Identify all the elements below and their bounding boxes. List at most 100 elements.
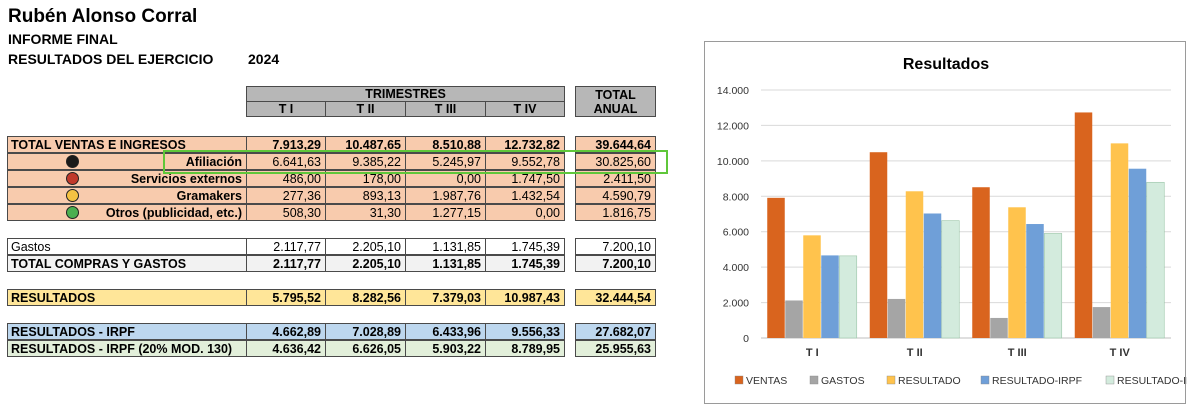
otros-total: 1.816,75 bbox=[575, 204, 656, 221]
report-owner-name: Rubén Alonso Corral bbox=[8, 6, 198, 27]
legend-label-resultado: RESULTADO bbox=[898, 375, 961, 387]
irpf-value-q3: 6.433,96 bbox=[405, 323, 486, 340]
ventas-value-q3: 8.510,88 bbox=[405, 136, 486, 153]
afiliacion-value-q3: 5.245,97 bbox=[405, 153, 486, 170]
legend-label-resultado-irpf20: RESULTADO-IRPF20 bbox=[1117, 375, 1187, 387]
gramakers-label: Gramakers bbox=[7, 187, 247, 204]
afiliacion-total: 30.825,60 bbox=[575, 153, 656, 170]
irpf-total: 27.682,07 bbox=[575, 323, 656, 340]
irpf-value-q4: 9.556,33 bbox=[485, 323, 565, 340]
servicios-value-q4: 1.747,50 bbox=[485, 170, 565, 187]
irpf20-value-q1: 4.636,42 bbox=[246, 340, 326, 357]
irpf20-label: RESULTADOS - IRPF (20% MOD. 130) bbox=[7, 340, 247, 357]
total-header-line1: TOTAL bbox=[595, 88, 636, 102]
report-section-title: RESULTADOS DEL EJERCICIO bbox=[8, 51, 214, 67]
compras-value-q3: 1.131,85 bbox=[405, 255, 486, 272]
gramakers-value-q4: 1.432,54 bbox=[485, 187, 565, 204]
irpf-value-q1: 4.662,89 bbox=[246, 323, 326, 340]
resultados-total: 32.444,54 bbox=[575, 289, 656, 306]
gastos-value-q2: 2.205,10 bbox=[325, 238, 406, 255]
gastos-total: 7.200,10 bbox=[575, 238, 656, 255]
gramakers-status-dot-icon bbox=[66, 189, 79, 202]
bar-gastos bbox=[887, 298, 906, 338]
otros-label: Otros (publicidad, etc.) bbox=[7, 204, 247, 221]
x-tick-label: T IV bbox=[1110, 347, 1131, 359]
gramakers-total: 4.590,79 bbox=[575, 187, 656, 204]
otros-value-q2: 31,30 bbox=[325, 204, 406, 221]
bar-ventas bbox=[1074, 112, 1093, 338]
x-tick-label: T II bbox=[907, 347, 923, 359]
bar-resultado-irpf bbox=[1128, 168, 1147, 338]
irpf20-total: 25.955,63 bbox=[575, 340, 656, 357]
x-tick-label: T I bbox=[806, 347, 819, 359]
quarter-header-3: T III bbox=[405, 101, 486, 117]
bar-resultado bbox=[905, 191, 924, 338]
legend-swatch-resultado-irpf bbox=[980, 375, 990, 385]
trimestres-header: TRIMESTRES bbox=[246, 86, 565, 102]
bar-resultado bbox=[1008, 207, 1026, 338]
ventas-total: 39.644,64 bbox=[575, 136, 656, 153]
servicios-value-q3: 0,00 bbox=[405, 170, 486, 187]
resultados-value-q4: 10.987,43 bbox=[485, 289, 565, 306]
otros-value-q1: 508,30 bbox=[246, 204, 326, 221]
bar-resultado-irpf20 bbox=[1146, 181, 1165, 339]
ventas-value-q4: 12.732,82 bbox=[485, 136, 565, 153]
servicios-value-q1: 486,00 bbox=[246, 170, 326, 187]
chart-title: Resultados bbox=[903, 56, 989, 73]
bar-ventas bbox=[972, 187, 990, 338]
gramakers-value-q2: 893,13 bbox=[325, 187, 406, 204]
legend-label-ventas: VENTAS bbox=[746, 375, 787, 387]
y-tick-label: 2.000 bbox=[723, 298, 749, 310]
bar-resultado-irpf bbox=[923, 213, 942, 338]
bar-gastos bbox=[785, 300, 803, 338]
total-header-line2: ANUAL bbox=[593, 102, 638, 116]
report-subtitle: INFORME FINAL bbox=[8, 31, 118, 47]
afiliacion-value-q2: 9.385,22 bbox=[325, 153, 406, 170]
resultados-label: RESULTADOS bbox=[7, 289, 247, 306]
legend-label-gastos: GASTOS bbox=[821, 375, 865, 387]
bar-resultado-irpf20 bbox=[941, 220, 960, 339]
y-tick-label: 4.000 bbox=[723, 262, 749, 274]
y-tick-label: 12.000 bbox=[717, 120, 749, 132]
compras-label: TOTAL COMPRAS Y GASTOS bbox=[7, 255, 247, 272]
gastos-value-q4: 1.745,39 bbox=[485, 238, 565, 255]
total-anual-header: TOTAL ANUAL bbox=[575, 86, 656, 117]
quarter-header-2: T II bbox=[325, 101, 406, 117]
ventas-value-q2: 10.487,65 bbox=[325, 136, 406, 153]
resultados-value-q3: 7.379,03 bbox=[405, 289, 486, 306]
compras-value-q1: 2.117,77 bbox=[246, 255, 326, 272]
results-chart: Resultados 0 2.000 4.000 6.000 8.000 10.000 12… bbox=[704, 41, 1187, 404]
bar-resultado-irpf bbox=[821, 255, 839, 338]
irpf-value-q2: 7.028,89 bbox=[325, 323, 406, 340]
otros-value-q3: 1.277,15 bbox=[405, 204, 486, 221]
legend-swatch-resultado-irpf20 bbox=[1105, 375, 1115, 385]
bar-ventas bbox=[767, 197, 785, 338]
y-tick-label: 0 bbox=[743, 333, 749, 345]
quarter-header-1: T I bbox=[246, 101, 326, 117]
gastos-label: Gastos bbox=[7, 238, 247, 255]
resultados-value-q2: 8.282,56 bbox=[325, 289, 406, 306]
ventas-value-q1: 7.913,29 bbox=[246, 136, 326, 153]
bar-resultado-irpf bbox=[1026, 224, 1044, 338]
resultados-value-q1: 5.795,52 bbox=[246, 289, 326, 306]
highlight-box bbox=[163, 150, 668, 174]
irpf-label: RESULTADOS - IRPF bbox=[7, 323, 247, 340]
y-tick-label: 8.000 bbox=[723, 191, 749, 203]
bar-resultado bbox=[1110, 143, 1129, 338]
legend-swatch-gastos bbox=[809, 375, 819, 385]
servicios-status-dot-icon bbox=[66, 172, 79, 185]
x-tick-label: T III bbox=[1008, 347, 1027, 359]
compras-value-q2: 2.205,10 bbox=[325, 255, 406, 272]
afiliacion-status-dot-icon bbox=[66, 155, 79, 168]
gastos-value-q3: 1.131,85 bbox=[405, 238, 486, 255]
legend-label-resultado-irpf: RESULTADO-IRPF bbox=[992, 375, 1082, 387]
afiliacion-value-q4: 9.552,78 bbox=[485, 153, 565, 170]
irpf20-value-q4: 8.789,95 bbox=[485, 340, 565, 357]
servicios-value-q2: 178,00 bbox=[325, 170, 406, 187]
compras-total: 7.200,10 bbox=[575, 255, 656, 272]
ventas-label: TOTAL VENTAS E INGRESOS bbox=[7, 136, 247, 153]
gramakers-value-q3: 1.987,76 bbox=[405, 187, 486, 204]
otros-value-q4: 0,00 bbox=[485, 204, 565, 221]
servicios-total: 2.411,50 bbox=[575, 170, 656, 187]
bar-resultado-irpf20 bbox=[838, 255, 858, 339]
